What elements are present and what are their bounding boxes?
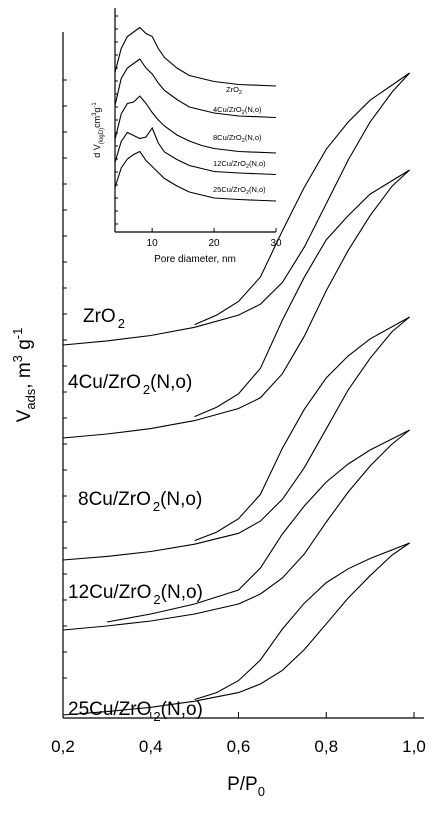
isotherm-adsorption-branch	[62, 316, 410, 561]
inset-series-label: 25Cu/ZrO2(N,o)	[213, 185, 266, 196]
main-axes	[62, 32, 424, 719]
main-x-tick-label: 0,2	[51, 737, 75, 756]
isotherm-adsorption-branch	[62, 169, 410, 439]
series-label: 8Cu/ZrO 2(N,o)	[78, 489, 202, 514]
inset-psd-curve	[114, 150, 277, 202]
inset-x-axis-label: Pore diameter, nm	[154, 254, 236, 265]
main-x-tick-label: 0,4	[139, 737, 163, 756]
inset-series-label: 8Cu/ZrO2(N,o)	[213, 133, 262, 144]
main-x-axis-label-main: P/P	[227, 774, 258, 795]
inset-series-label: ZrO2	[226, 85, 242, 96]
inset-psd-curve	[114, 26, 277, 87]
isotherm-desorption-branch	[194, 169, 410, 418]
isotherm-desorption-branch	[194, 542, 410, 701]
series-label: ZrO 2	[83, 306, 125, 331]
isotherm-desorption-branch	[106, 429, 410, 623]
inset-curves	[114, 26, 277, 202]
main-x-tick-label: 1,0	[402, 737, 426, 756]
isotherm-adsorption-branch	[62, 429, 410, 631]
isotherm-desorption-branch	[194, 72, 410, 326]
inset-x-tick-label: 30	[270, 238, 282, 249]
series-label: 12Cu/ZrO 2(N,o)	[68, 582, 203, 607]
inset-y-axis-label: d V(logD)cm3g-1	[92, 102, 105, 158]
isotherm-desorption-branch	[194, 316, 410, 542]
main-x-tick-label: 0,6	[227, 737, 251, 756]
isotherm-adsorption-branch	[62, 542, 410, 716]
main-y-axis-label: Vads, m3 g-1	[10, 328, 38, 423]
inset-psd-curve	[114, 58, 277, 119]
inset-psd-curve	[114, 126, 277, 176]
inset-series-label: 12Cu/ZrO2(N,o)	[213, 159, 266, 170]
main-series-labels: ZrO 2 4Cu/ZrO 2(N,o) 8Cu/ZrO 2(N,o) 12Cu/ZrO 2(…	[68, 306, 203, 724]
main-x-axis-label-sub: 0	[258, 784, 265, 799]
inset-psd-curve	[114, 95, 277, 154]
isotherm-adsorption-branch	[62, 72, 411, 346]
main-ticks: 0,2 0,4 0,6 0,8 1,0	[51, 79, 426, 756]
main-curves	[62, 72, 411, 716]
series-label: 4Cu/ZrO 2(N,o)	[68, 372, 192, 397]
inset-x-tick-label: 20	[209, 238, 221, 249]
inset-series-label: 4Cu/ZrO2(N,o)	[213, 105, 262, 116]
series-label: 25Cu/ZrO 2(N,o)	[68, 699, 203, 724]
inset-x-tick-label: 10	[147, 238, 159, 249]
main-x-axis-label: P/P0	[227, 774, 265, 799]
inset-series-labels: ZrO2 4Cu/ZrO2(N,o) 8Cu/ZrO2(N,o) 12Cu/ZrO2(…	[213, 85, 266, 196]
inset-axes	[114, 8, 276, 233]
main-x-tick-label: 0,8	[314, 737, 338, 756]
